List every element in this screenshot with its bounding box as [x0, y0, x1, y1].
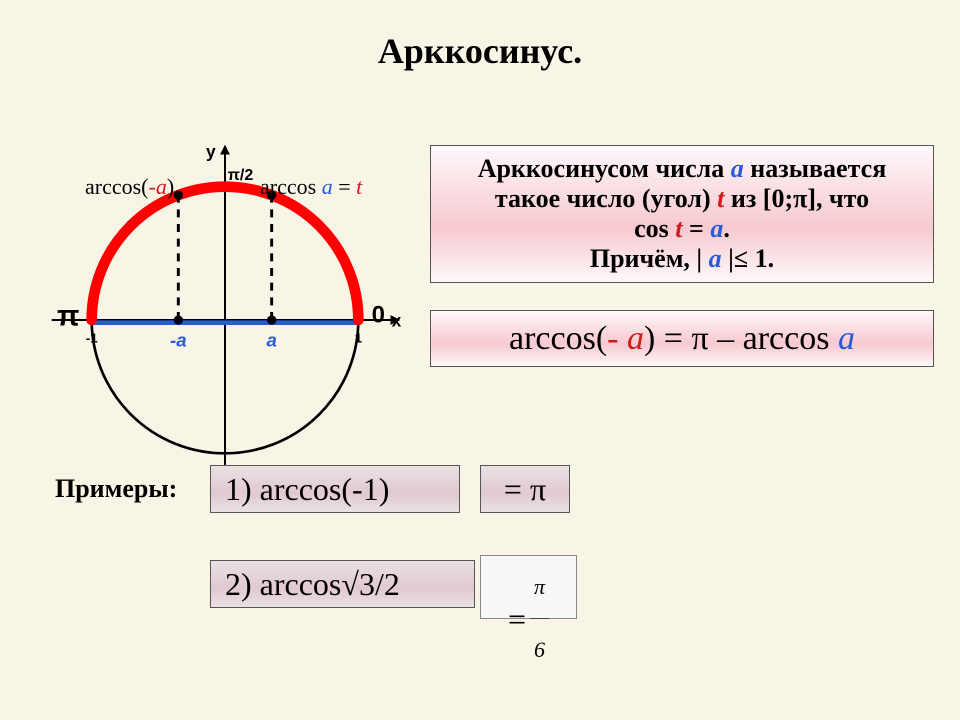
svg-text:-а: -а [170, 330, 187, 351]
svg-text:π/2: π/2 [228, 167, 254, 184]
identity-box: arccos(- а) = π – arccos а [430, 310, 934, 367]
svg-text:y: y [206, 141, 216, 161]
svg-text:а: а [266, 330, 276, 351]
examples-label: Примеры: [55, 475, 177, 502]
page-title: Арккосинус. [0, 30, 960, 72]
definition-box: Арккосинусом числа а называется такое чи… [430, 145, 934, 283]
example-1-box: 1) arccos(-1) [210, 465, 460, 513]
label-arccos-neg-a: arccos(-а) [85, 175, 174, 198]
svg-text:0: 0 [372, 302, 385, 329]
svg-text:x: x [392, 311, 402, 331]
svg-text:π: π [57, 299, 79, 332]
example-1-answer: = π [480, 465, 570, 513]
example-2-box: 2) arccos√3/2 [210, 560, 475, 608]
example-2-answer: = π 6 [480, 555, 577, 619]
svg-text:-1: -1 [86, 331, 98, 346]
label-arccos-a-eq-t: arccos а = t [260, 175, 362, 198]
svg-text:1: 1 [355, 331, 363, 346]
